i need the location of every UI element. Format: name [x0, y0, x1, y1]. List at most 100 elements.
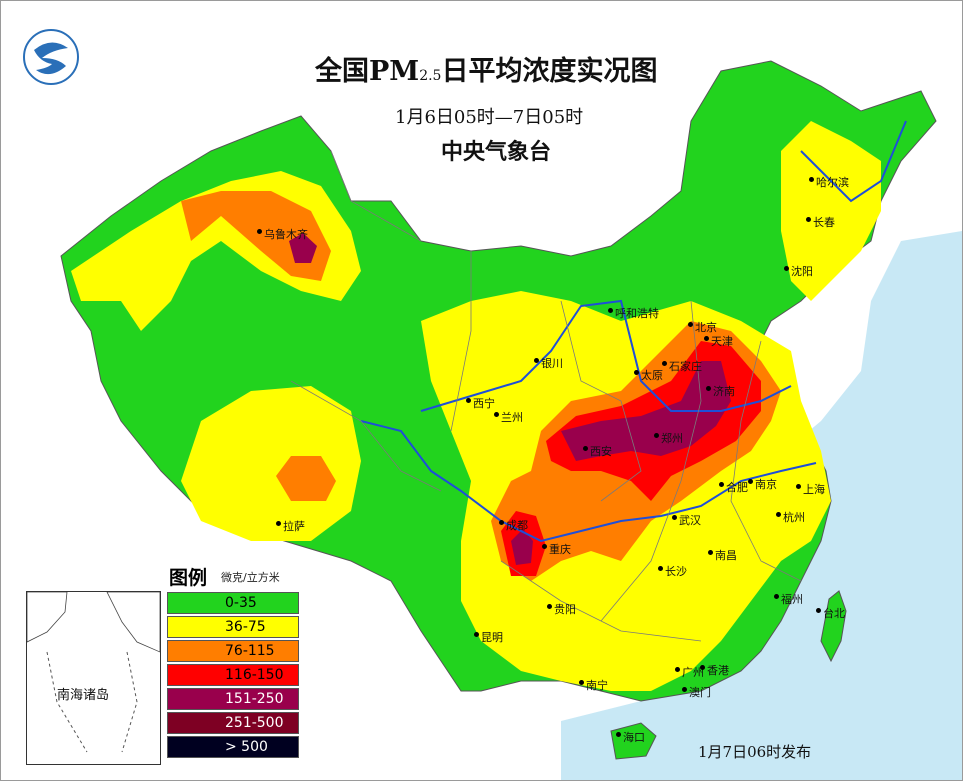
city-dot [257, 229, 262, 234]
city-dot [466, 398, 471, 403]
city-label: 石家庄 [669, 360, 702, 373]
city-label: 兰州 [501, 411, 523, 424]
province-borders [290, 150, 802, 642]
city-label: 乌鲁木齐 [264, 228, 308, 241]
inset-map [26, 591, 161, 753]
map-issuer: 中央气象台 [441, 139, 552, 165]
island-hainan [610, 722, 657, 760]
map-period: 1月6日05时—7日05时 [395, 107, 584, 128]
legend-item: 0-35 [167, 592, 299, 614]
city-dot [608, 308, 613, 313]
city-dot [704, 336, 709, 341]
city-label: 南昌 [715, 549, 737, 562]
city-dot [688, 322, 693, 327]
city-dot [708, 550, 713, 555]
city-label: 成都 [506, 519, 528, 532]
city-dot [616, 732, 621, 737]
legend-item: 116-150 [167, 664, 299, 686]
city-label: 福州 [781, 593, 803, 606]
city-label: 台北 [823, 607, 845, 620]
city-label: 拉萨 [283, 520, 305, 533]
city-label: 郑州 [661, 432, 683, 445]
region-yellow-northeast [781, 121, 881, 301]
city-dot [474, 632, 479, 637]
city-label: 呼和浩特 [615, 307, 659, 320]
city-label: 长沙 [665, 565, 687, 578]
city-label: 贵阳 [554, 603, 576, 616]
river-yellow [420, 299, 792, 412]
city-dot [499, 520, 504, 525]
city-dot [816, 608, 821, 613]
city-dot [579, 680, 584, 685]
region-purple [561, 361, 731, 461]
city-label: 澳门 [689, 686, 711, 699]
cma-logo-icon [23, 29, 79, 85]
city-label: 西宁 [473, 397, 495, 410]
legend-unit: 微克/立方米 [221, 571, 280, 584]
city-dot [706, 386, 711, 391]
city-label: 杭州 [783, 511, 805, 524]
city-dot [784, 266, 789, 271]
legend-item: 36-75 [167, 616, 299, 638]
region-purple-chengdu [511, 529, 533, 565]
publish-time: 1月7日06时发布 [698, 743, 812, 761]
region-purple-urumqi [289, 233, 317, 263]
city-label: 昆明 [481, 631, 503, 644]
city-label: 南京 [755, 478, 777, 491]
city-label: 北京 [695, 321, 717, 334]
city-label: 合肥 [726, 481, 748, 494]
region-orange-tibet [276, 456, 336, 501]
city-dot [776, 512, 781, 517]
sea-area-south [561, 561, 962, 780]
island-taiwan [820, 590, 847, 663]
city-label: 重庆 [549, 543, 571, 556]
legend-item: > 500 [167, 736, 299, 758]
city-dot [672, 515, 677, 520]
map-title: 全国PM2.5日平均浓度实况图 [315, 56, 658, 87]
south-china-sea-inset: 南海诸岛 [26, 591, 161, 765]
legend-item: 251-500 [167, 712, 299, 734]
city-dot [700, 665, 705, 670]
city-label: 济南 [713, 385, 735, 398]
city-dot [662, 361, 667, 366]
river-yangtze [360, 420, 817, 543]
legend-item: 151-250 [167, 688, 299, 710]
city-dot [748, 479, 753, 484]
city-dot [796, 484, 801, 489]
inset-label: 南海诸岛 [57, 688, 110, 703]
city-label: 武汉 [679, 514, 701, 527]
city-dot [719, 482, 724, 487]
city-dot [654, 433, 659, 438]
city-dot [806, 217, 811, 222]
legend-title: 图例 [169, 567, 208, 589]
city-dot [534, 358, 539, 363]
city-label: 南宁 [586, 679, 608, 692]
region-yellow-tibet [181, 386, 361, 541]
city-label: 海口 [623, 731, 645, 744]
legend-item: 76-115 [167, 640, 299, 662]
region-orange-xinjiang [181, 191, 331, 281]
city-label: 天津 [711, 335, 733, 348]
city-dot [675, 667, 680, 672]
city-label: 哈尔滨 [816, 176, 849, 189]
city-dot [634, 370, 639, 375]
city-label: 太原 [641, 369, 663, 382]
city-label: 长春 [813, 216, 835, 229]
city-dot [682, 687, 687, 692]
city-dot [583, 446, 588, 451]
city-dot [547, 604, 552, 609]
city-label: 西安 [590, 445, 612, 458]
city-dot [809, 177, 814, 182]
city-label: 上海 [803, 483, 825, 496]
city-dot [494, 412, 499, 417]
city-label: 银川 [541, 357, 563, 370]
city-dot [658, 566, 663, 571]
city-label: 广州 [682, 666, 704, 679]
city-label: 香港 [707, 664, 729, 677]
river-songhua [800, 120, 907, 203]
city-dot [774, 594, 779, 599]
city-dot [542, 544, 547, 549]
city-label: 沈阳 [791, 265, 813, 278]
city-dot [276, 521, 281, 526]
